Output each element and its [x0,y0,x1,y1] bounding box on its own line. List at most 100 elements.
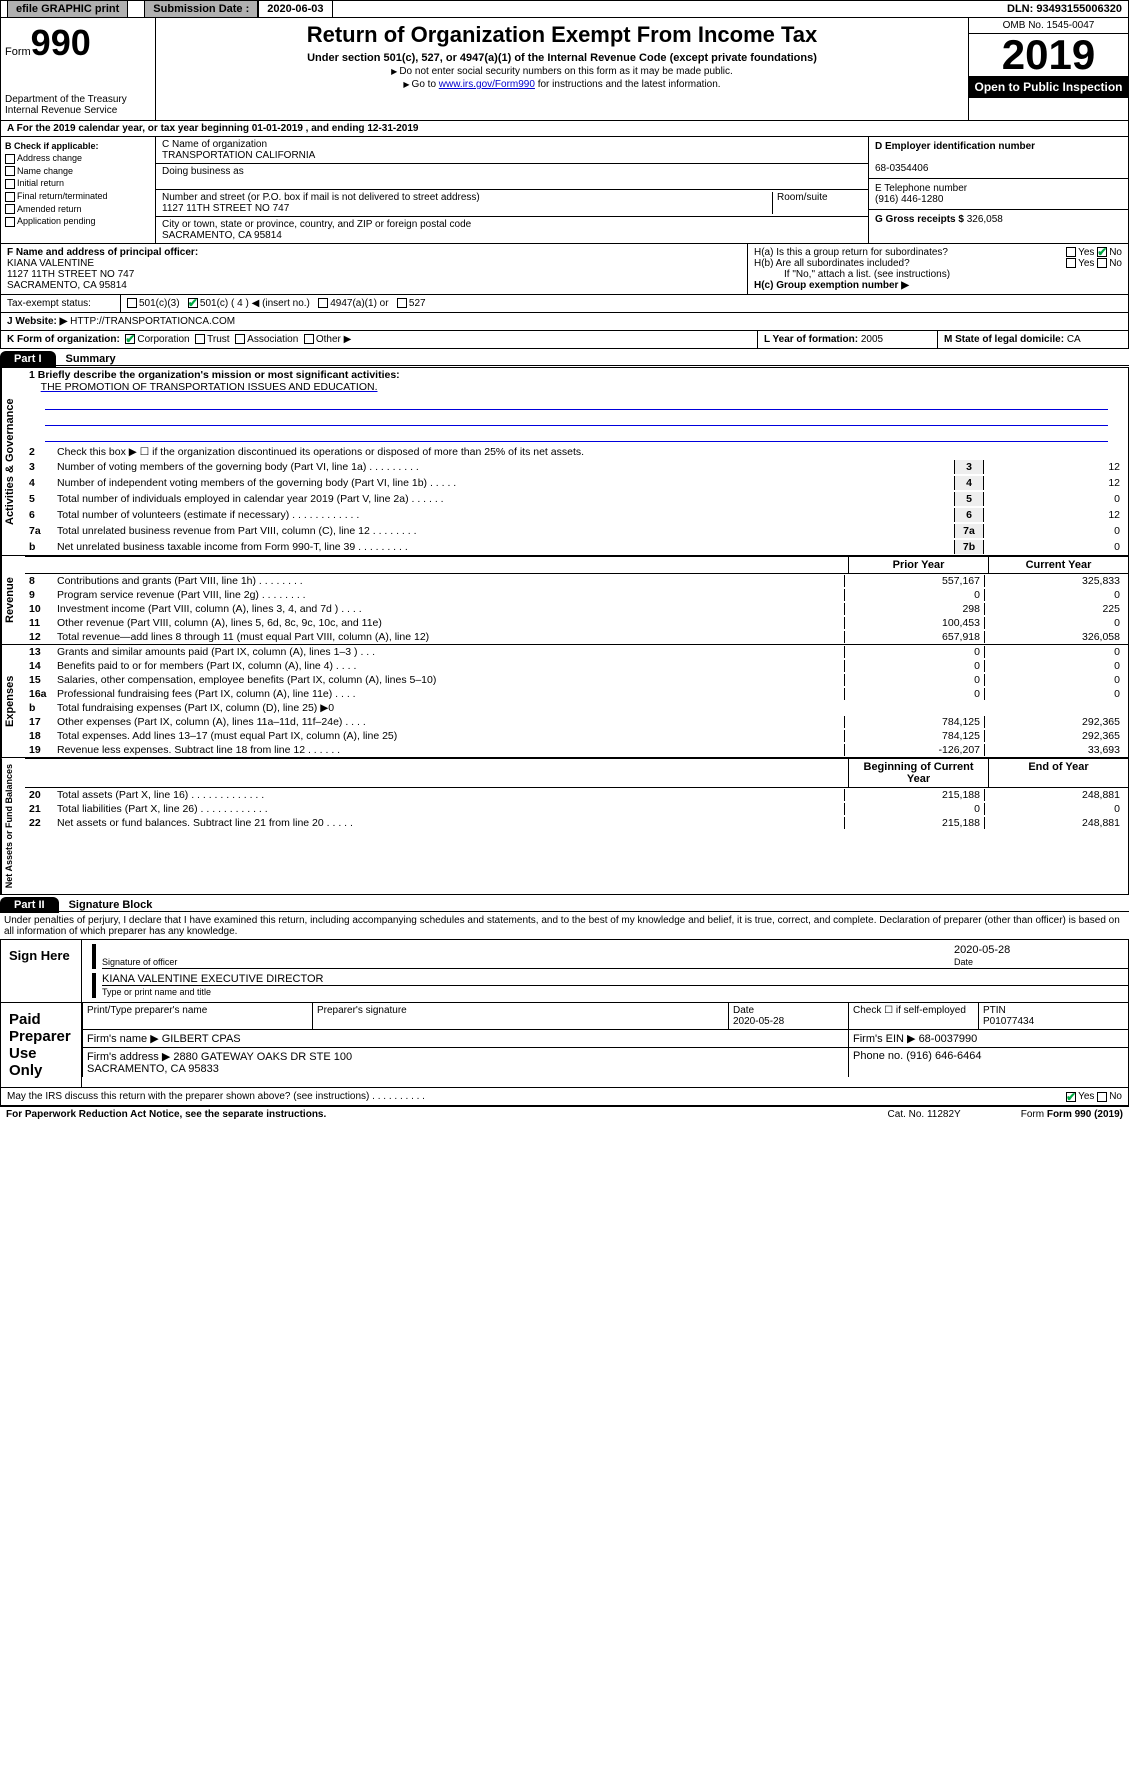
gov-line: bNet unrelated business taxable income f… [25,539,1128,555]
discuss-no[interactable] [1097,1092,1107,1102]
form-title: Return of Organization Exempt From Incom… [164,22,960,48]
ha-no[interactable] [1097,247,1107,257]
firm-phone-label: Phone no. [853,1050,903,1062]
line-a: A For the 2019 calendar year, or tax yea… [0,121,1129,137]
cb-4947[interactable] [318,298,328,308]
submission-date-label: Submission Date : [144,0,258,18]
cb-other[interactable] [304,334,314,344]
prep-date: 2020-05-28 [733,1016,784,1027]
cb-501c[interactable] [188,298,198,308]
hb-no[interactable] [1097,258,1107,268]
firm-addr-label: Firm's address ▶ [87,1051,170,1063]
data-line: 14Benefits paid to or for members (Part … [25,659,1128,673]
goto-pre: Go to [412,79,439,90]
pra-notice: For Paperwork Reduction Act Notice, see … [6,1109,326,1120]
discuss-yes[interactable] [1066,1092,1076,1102]
firm-ein: 68-0037990 [919,1033,978,1045]
entity-info: B Check if applicable: Address change Na… [0,137,1129,244]
sig-date: 2020-05-28 [954,944,1010,956]
hc-label: H(c) Group exemption number ▶ [754,280,909,291]
officer-addr1: 1127 11TH STREET NO 747 [7,269,134,280]
gross-receipts: 326,058 [967,214,1003,225]
checkbox-name-change[interactable] [5,166,15,176]
data-line: bTotal fundraising expenses (Part IX, co… [25,701,1128,715]
addr-label: Number and street (or P.O. box if mail i… [162,192,480,203]
gov-line: 7aTotal unrelated business revenue from … [25,523,1128,539]
top-bar: efile GRAPHIC print Submission Date :202… [0,0,1129,18]
self-employed-check[interactable]: Check ☐ if self-employed [848,1003,978,1030]
checkbox-amended[interactable] [5,204,15,214]
checkbox-address-change[interactable] [5,154,15,164]
org-name-label: C Name of organization [162,139,267,150]
irs-link[interactable]: www.irs.gov/Form990 [439,79,535,90]
form-footer: Form Form 990 (2019) [1021,1109,1123,1120]
hb-note: If "No," attach a list. (see instruction… [754,269,1122,280]
ha-yes[interactable] [1066,247,1076,257]
cb-trust[interactable] [195,334,205,344]
form-number: 990 [31,22,91,63]
data-line: 12Total revenue—add lines 8 through 11 (… [25,630,1128,644]
prep-name-label: Print/Type preparer's name [82,1003,312,1030]
data-line: 20Total assets (Part X, line 16) . . . .… [25,788,1128,802]
part1-tab: Part I [0,351,56,367]
data-line: 18Total expenses. Add lines 13–17 (must … [25,729,1128,743]
perjury-declaration: Under penalties of perjury, I declare th… [0,913,1129,939]
ptin-label: PTIN [983,1005,1006,1016]
efile-button[interactable]: efile GRAPHIC print [7,0,128,18]
checkbox-final-return[interactable] [5,192,15,202]
domicile-label: M State of legal domicile: [944,334,1067,345]
sig-officer-label: Signature of officer [102,957,177,967]
cb-assoc[interactable] [235,334,245,344]
current-year-hdr: Current Year [988,557,1128,573]
prep-sig-label: Preparer's signature [312,1003,728,1030]
checkbox-initial-return[interactable] [5,179,15,189]
tax-status-label: Tax-exempt status: [1,295,121,312]
dept-treasury: Department of the Treasury Internal Reve… [5,94,151,116]
box-b-header: B Check if applicable: [5,141,99,151]
ptin: P01077434 [983,1016,1034,1027]
cb-527[interactable] [397,298,407,308]
cb-corp[interactable] [125,334,135,344]
mission-a: THE PROMOTION OF TRANSPORTATION ISSUES A… [41,381,378,393]
form-org-label: K Form of organization: [7,334,120,345]
officer-typed-name: KIANA VALENTINE EXECUTIVE DIRECTOR [102,973,323,985]
data-line: 8Contributions and grants (Part VIII, li… [25,574,1128,588]
ssn-warning: Do not enter social security numbers on … [164,66,960,77]
data-line: 21Total liabilities (Part X, line 26) . … [25,802,1128,816]
hb-yes[interactable] [1066,258,1076,268]
dln: DLN: 93493155006320 [1001,1,1128,17]
part2-title: Signature Block [59,899,1129,912]
ein: 68-0354406 [875,163,928,174]
data-line: 9Program service revenue (Part VIII, lin… [25,588,1128,602]
open-public: Open to Public Inspection [969,76,1128,98]
part2-tab: Part II [0,897,59,913]
firm-name-label: Firm's name ▶ [87,1033,159,1045]
sign-here-label: Sign Here [1,940,81,1002]
ein-label: D Employer identification number [875,141,1035,152]
data-line: 10Investment income (Part VIII, column (… [25,602,1128,616]
officer-addr2: SACRAMENTO, CA 95814 [7,280,127,291]
dba-label: Doing business as [162,166,244,177]
gov-line: 6Total number of volunteers (estimate if… [25,507,1128,523]
mission-q: 1 Briefly describe the organization's mi… [29,369,400,381]
data-line: 11Other revenue (Part VIII, column (A), … [25,616,1128,630]
tax-year: 2019 [969,34,1128,76]
hb-label: H(b) Are all subordinates included? [754,258,910,269]
city-state-zip: SACRAMENTO, CA 95814 [162,230,282,241]
form-header: Form990 Department of the Treasury Inter… [0,18,1129,121]
cb-501c3[interactable] [127,298,137,308]
gross-receipts-label: G Gross receipts $ [875,214,967,225]
beg-year-hdr: Beginning of Current Year [848,759,988,787]
checkbox-app-pending[interactable] [5,217,15,227]
data-line: 13Grants and similar amounts paid (Part … [25,645,1128,659]
domicile: CA [1067,334,1081,345]
year-formation-label: L Year of formation: [764,334,861,345]
gov-line: 5Total number of individuals employed in… [25,491,1128,507]
gov-line: 3Number of voting members of the governi… [25,459,1128,475]
form-subtitle: Under section 501(c), 527, or 4947(a)(1)… [164,52,960,64]
goto-post: for instructions and the latest informat… [535,79,721,90]
typed-name-label: Type or print name and title [102,987,211,997]
discuss-question: May the IRS discuss this return with the… [7,1091,425,1102]
data-line: 16aProfessional fundraising fees (Part I… [25,687,1128,701]
cat-no: Cat. No. 11282Y [888,1109,961,1120]
